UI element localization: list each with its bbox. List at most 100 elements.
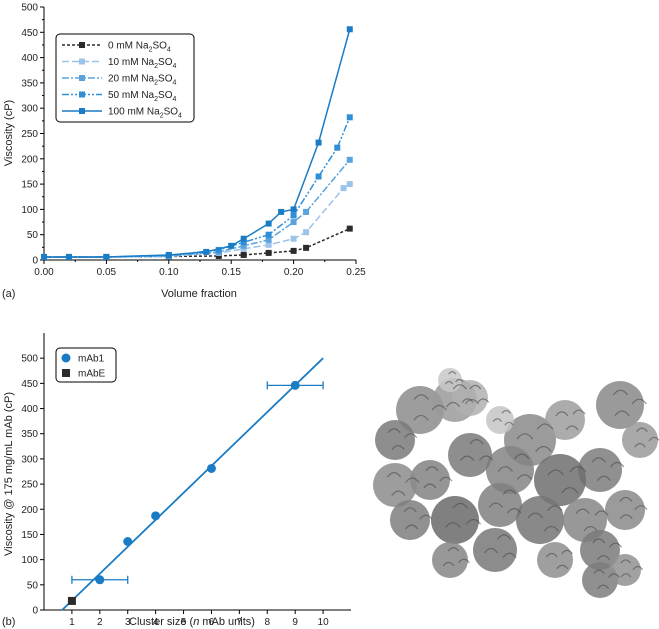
cluster-texture bbox=[447, 547, 460, 552]
panel-b-legend: mAb1 mAbE bbox=[55, 347, 117, 383]
cluster-blob bbox=[375, 420, 415, 460]
panel-a-data-point bbox=[303, 208, 310, 215]
panel-a-data-point bbox=[265, 220, 272, 227]
legend-label-main: 10 mM Na bbox=[108, 57, 155, 68]
legend-label-sub: 2 bbox=[160, 113, 164, 120]
panel-a-data-point bbox=[265, 249, 272, 256]
panel-b-y-axis-label: Viscosity @ 175 mg/mL mAb (cP) bbox=[3, 392, 15, 556]
cluster-texture bbox=[452, 384, 467, 390]
panel-a-data-point bbox=[346, 26, 353, 33]
panel-a-data-point bbox=[240, 239, 247, 246]
panel-a-data-point bbox=[290, 212, 297, 219]
cluster-texture bbox=[561, 549, 573, 555]
panel-b-y-tick-label: 200 bbox=[21, 505, 38, 516]
panel-b-legend-marker bbox=[62, 369, 70, 377]
panel-b-series bbox=[67, 380, 324, 605]
cluster-blob bbox=[373, 463, 417, 507]
cluster-texture bbox=[597, 584, 610, 590]
panel-a-series-line bbox=[44, 227, 351, 258]
panel-a-series-line bbox=[44, 29, 351, 258]
legend-label-tail: SO bbox=[158, 90, 173, 101]
panel-a-x-tick-label: 0.00 bbox=[34, 267, 54, 278]
cluster-texture bbox=[596, 475, 612, 482]
cluster-texture bbox=[543, 525, 560, 532]
panel-a-data-point bbox=[240, 242, 247, 249]
cluster-texture bbox=[516, 433, 534, 440]
cluster-texture bbox=[403, 507, 417, 513]
panel-a: 0 50 100 150 200 250 300 350 400 450 500 0.00 0.05 0.… bbox=[2, 3, 366, 301]
panel-b-data-point bbox=[290, 380, 300, 390]
cluster-texture bbox=[565, 425, 579, 431]
panel-a-series bbox=[41, 26, 353, 260]
cluster-texture bbox=[405, 524, 419, 530]
panel-b-x-axis-label-post: mAb units) bbox=[199, 616, 255, 628]
panel-a-data-point bbox=[346, 181, 353, 188]
cluster-texture bbox=[631, 398, 647, 405]
panel-a-y-tick-label: 200 bbox=[21, 154, 38, 165]
cluster-texture bbox=[535, 445, 552, 453]
cluster-texture bbox=[572, 409, 586, 415]
cluster-texture bbox=[592, 538, 606, 544]
cluster-texture bbox=[492, 418, 503, 422]
cluster-texture bbox=[612, 389, 629, 396]
cluster-texture bbox=[391, 490, 406, 496]
cluster-texture bbox=[593, 569, 605, 575]
panel-a-y-tick-label: 150 bbox=[21, 180, 38, 191]
panel-b-x-tick-label: 9 bbox=[292, 617, 298, 628]
cluster-texture bbox=[497, 466, 513, 472]
cluster-texture bbox=[614, 410, 630, 417]
cluster-texture bbox=[619, 514, 633, 520]
cluster-texture bbox=[488, 502, 503, 508]
panel-b-y-tick-label: 450 bbox=[21, 379, 38, 390]
panel-a-x-tick-label: 0.25 bbox=[346, 267, 366, 278]
cluster-texture bbox=[391, 444, 405, 450]
panel-b-y-tick-label: 300 bbox=[21, 454, 38, 465]
panel-b-fit-line-path bbox=[61, 357, 324, 611]
cluster-blob bbox=[534, 454, 586, 506]
panel-a-legend-label: 100 mM Na2SO4 bbox=[108, 107, 182, 120]
panel-a-data-point bbox=[315, 173, 322, 180]
panel-a-y-tick-label: 50 bbox=[27, 230, 39, 241]
panel-b: 0 50 100 150 200 250 300 350 400 450 500 1 2 3 4 5 6 7 8 9 1… bbox=[2, 333, 351, 628]
panel-a-data-point bbox=[240, 251, 247, 258]
panel-a-data-point bbox=[228, 242, 235, 249]
panel-a-data-point bbox=[346, 156, 353, 163]
panel-b-data-point bbox=[206, 463, 216, 473]
cluster-texture bbox=[608, 573, 620, 578]
cluster-texture bbox=[634, 505, 648, 511]
panel-a-legend-box bbox=[55, 33, 195, 123]
panel-a-legend-marker bbox=[79, 42, 85, 48]
cluster-texture bbox=[569, 466, 587, 473]
cluster-blob bbox=[580, 530, 620, 570]
cluster-texture bbox=[404, 433, 418, 439]
panel-a-data-point bbox=[290, 247, 297, 254]
panel-a-y-tick-label: 300 bbox=[21, 104, 38, 115]
cluster-texture bbox=[439, 476, 453, 482]
panel-a-y-tick-label: 450 bbox=[21, 28, 38, 39]
panel-a-legend-marker bbox=[79, 58, 85, 65]
cluster-texture bbox=[504, 421, 514, 426]
cluster-texture bbox=[556, 564, 569, 570]
cluster-texture bbox=[386, 472, 402, 478]
legend-label-main: 0 mM Na bbox=[108, 41, 149, 52]
panel-a-series-2 bbox=[41, 156, 353, 260]
panel-b-y-tick-label: 150 bbox=[21, 530, 38, 541]
cluster-texture bbox=[461, 398, 474, 403]
cluster-texture bbox=[591, 457, 606, 463]
cluster-texture bbox=[583, 525, 598, 532]
cluster-texture bbox=[469, 439, 484, 445]
cluster-texture bbox=[460, 455, 475, 461]
cluster-texture bbox=[620, 559, 631, 564]
panel-a-data-point bbox=[303, 229, 310, 236]
cluster-texture bbox=[555, 411, 569, 417]
panel-b-legend-label: mAb1 bbox=[78, 354, 105, 365]
cluster-texture bbox=[502, 489, 517, 495]
panel-b-y-tick-label: 250 bbox=[21, 480, 38, 491]
cluster-texture bbox=[561, 487, 579, 494]
panel-b-x-axis-label: Cluster size (n mAb units) bbox=[129, 616, 255, 628]
panel-a-legend-label: 0 mM Na2SO4 bbox=[108, 41, 171, 54]
panel-b-data-point bbox=[123, 537, 133, 547]
panel-b-legend-box bbox=[55, 347, 117, 383]
panel-a-series-line bbox=[44, 159, 351, 258]
